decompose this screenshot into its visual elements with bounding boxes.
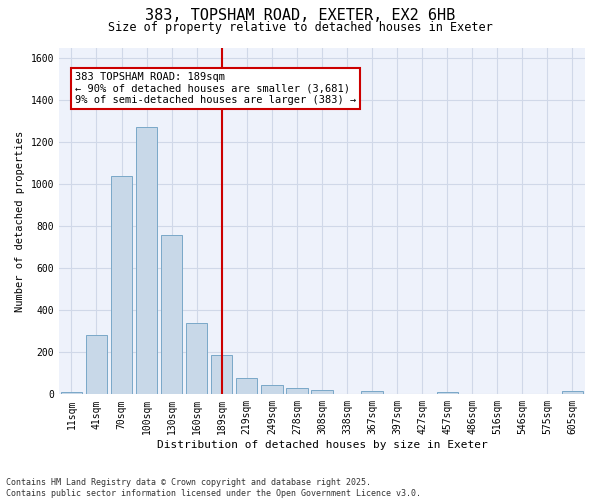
Bar xyxy=(361,391,383,394)
Bar xyxy=(261,385,283,394)
Bar xyxy=(61,392,82,394)
Text: Contains HM Land Registry data © Crown copyright and database right 2025.
Contai: Contains HM Land Registry data © Crown c… xyxy=(6,478,421,498)
Bar xyxy=(86,336,107,394)
Bar xyxy=(236,378,257,394)
Bar xyxy=(437,392,458,394)
Bar xyxy=(186,323,208,394)
Bar xyxy=(161,234,182,394)
X-axis label: Distribution of detached houses by size in Exeter: Distribution of detached houses by size … xyxy=(157,440,487,450)
Y-axis label: Number of detached properties: Number of detached properties xyxy=(15,130,25,312)
Bar xyxy=(286,388,308,394)
Text: Size of property relative to detached houses in Exeter: Size of property relative to detached ho… xyxy=(107,21,493,34)
Text: 383 TOPSHAM ROAD: 189sqm
← 90% of detached houses are smaller (3,681)
9% of semi: 383 TOPSHAM ROAD: 189sqm ← 90% of detach… xyxy=(74,72,356,105)
Bar xyxy=(211,356,232,395)
Bar xyxy=(111,176,132,394)
Bar xyxy=(562,391,583,394)
Text: 383, TOPSHAM ROAD, EXETER, EX2 6HB: 383, TOPSHAM ROAD, EXETER, EX2 6HB xyxy=(145,8,455,22)
Bar xyxy=(311,390,332,394)
Bar xyxy=(136,128,157,394)
